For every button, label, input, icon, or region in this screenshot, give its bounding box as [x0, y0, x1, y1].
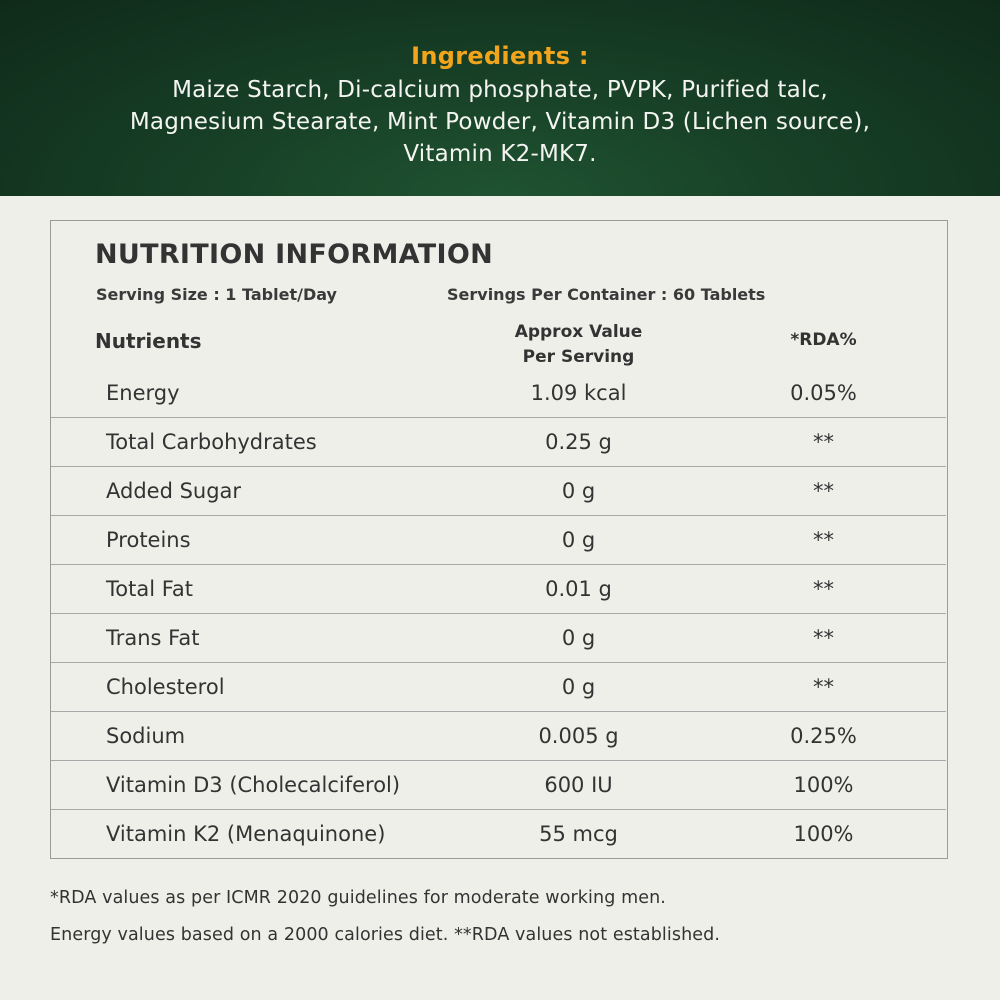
nutrient-value: 1.09 kcal — [530, 381, 627, 405]
nutrient-rda: ** — [813, 479, 834, 503]
nutrient-rda: 0.05% — [790, 381, 857, 405]
ingredients-title: Ingredients : — [411, 42, 589, 70]
nutrient-rda: ** — [813, 577, 834, 601]
table-row: Vitamin D3 (Cholecalciferol) 600 IU 100% — [51, 761, 946, 810]
footnote-rda: *RDA values as per ICMR 2020 guidelines … — [50, 888, 666, 908]
nutrient-value: 0.005 g — [538, 724, 619, 748]
footnote-energy: Energy values based on a 2000 calories d… — [50, 925, 720, 945]
ingredients-banner: Ingredients : Maize Starch, Di-calcium p… — [0, 0, 1000, 196]
nutrition-panel: NUTRITION INFORMATION Serving Size : 1 T… — [50, 220, 948, 859]
ingredients-line-1: Maize Starch, Di-calcium phosphate, PVPK… — [172, 77, 828, 103]
nutrient-rda: ** — [813, 430, 834, 454]
table-row: Vitamin K2 (Menaquinone) 55 mcg 100% — [51, 810, 946, 859]
nutrient-name: Energy — [106, 381, 180, 405]
nutrition-title: NUTRITION INFORMATION — [95, 239, 493, 270]
nutrient-name: Total Fat — [106, 577, 193, 601]
table-row: Total Carbohydrates 0.25 g ** — [51, 418, 946, 467]
nutrient-value: 0 g — [561, 675, 596, 699]
nutrients-header: Nutrients — [95, 329, 202, 353]
nutrient-rda: 100% — [793, 822, 854, 846]
nutrient-value: 0.01 g — [545, 577, 612, 601]
table-row: Cholesterol 0 g ** — [51, 663, 946, 712]
approx-value-header-line-2: Per Serving — [522, 347, 635, 367]
nutrition-table: Energy 1.09 kcal 0.05% Total Carbohydrat… — [51, 369, 946, 859]
nutrient-rda: ** — [813, 528, 834, 552]
serving-size: Serving Size : 1 Tablet/Day — [96, 285, 337, 304]
servings-per-container: Servings Per Container : 60 Tablets — [447, 285, 766, 304]
nutrient-name: Vitamin D3 (Cholecalciferol) — [106, 773, 401, 797]
table-row: Total Fat 0.01 g ** — [51, 565, 946, 614]
nutrient-name: Sodium — [106, 724, 186, 748]
nutrient-name: Added Sugar — [106, 479, 242, 503]
ingredients-line-3: Vitamin K2-MK7. — [403, 141, 597, 167]
nutrient-name: Proteins — [106, 528, 191, 552]
rda-header: *RDA% — [790, 330, 857, 350]
approx-value-header: Approx Value Per Serving — [481, 320, 676, 370]
nutrient-value: 0 g — [561, 626, 596, 650]
nutrient-name: Total Carbohydrates — [106, 430, 317, 454]
nutrient-value: 0 g — [561, 479, 596, 503]
nutrient-name: Trans Fat — [106, 626, 200, 650]
nutrient-rda: 100% — [793, 773, 854, 797]
nutrient-value: 0 g — [561, 528, 596, 552]
nutrient-rda: ** — [813, 626, 834, 650]
nutrient-name: Vitamin K2 (Menaquinone) — [106, 822, 386, 846]
table-row: Energy 1.09 kcal 0.05% — [51, 369, 946, 418]
table-row: Added Sugar 0 g ** — [51, 467, 946, 516]
table-row: Trans Fat 0 g ** — [51, 614, 946, 663]
nutrient-rda: ** — [813, 675, 834, 699]
nutrient-value: 600 IU — [544, 773, 613, 797]
nutrient-name: Cholesterol — [106, 675, 225, 699]
nutrient-value: 0.25 g — [545, 430, 612, 454]
ingredients-line-2: Magnesium Stearate, Mint Powder, Vitamin… — [129, 109, 871, 135]
table-row: Proteins 0 g ** — [51, 516, 946, 565]
nutrient-rda: 0.25% — [790, 724, 857, 748]
approx-value-header-line-1: Approx Value — [514, 322, 643, 342]
table-row: Sodium 0.005 g 0.25% — [51, 712, 946, 761]
nutrient-value: 55 mcg — [539, 822, 618, 846]
